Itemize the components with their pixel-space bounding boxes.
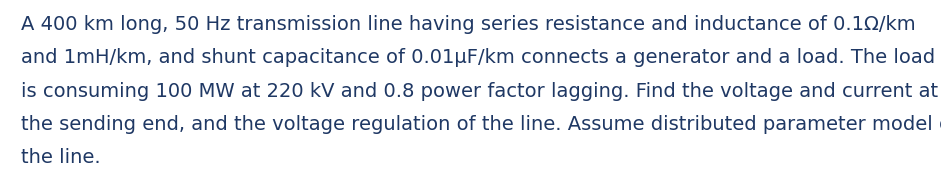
Text: A 400 km long, 50 Hz transmission line having series resistance and inductance o: A 400 km long, 50 Hz transmission line h… — [21, 15, 916, 34]
Text: and 1mH/km, and shunt capacitance of 0.01μF/km connects a generator and a load. : and 1mH/km, and shunt capacitance of 0.0… — [21, 48, 934, 67]
Text: is consuming 100 MW at 220 kV and 0.8 power factor lagging. Find the voltage and: is consuming 100 MW at 220 kV and 0.8 po… — [21, 82, 938, 101]
Text: the line.: the line. — [21, 148, 101, 167]
Text: the sending end, and the voltage regulation of the line. Assume distributed para: the sending end, and the voltage regulat… — [21, 115, 941, 134]
